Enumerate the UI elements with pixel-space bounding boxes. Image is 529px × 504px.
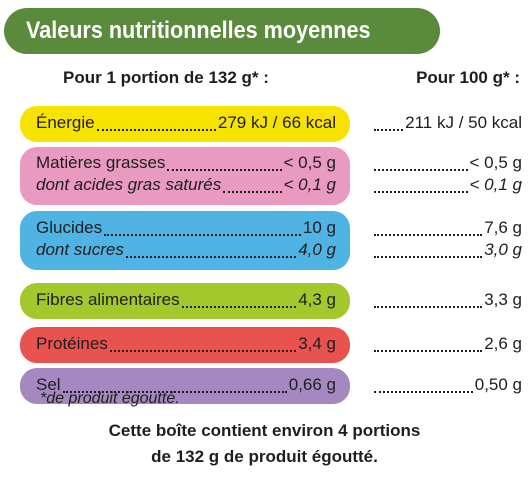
salt-row: Sel 0,66 g — [36, 375, 336, 397]
protein-portion-value: 3,4 g — [298, 334, 336, 353]
carbs-portion-value: 10 g — [302, 218, 336, 237]
dot-leader — [374, 115, 404, 131]
sat-fat-per100-row: < 0,1 g — [372, 175, 522, 197]
dot-leader — [374, 336, 483, 352]
dot-leader — [223, 177, 282, 193]
dot-leader — [374, 377, 473, 393]
dot-leader — [374, 155, 468, 171]
salt-per100-cell: 0,50 g — [372, 375, 522, 397]
footer-line-2: de 132 g de produit égoutté. — [151, 447, 378, 466]
fibre-per100-cell: 3,3 g — [372, 290, 522, 312]
energy-label: Énergie — [36, 113, 95, 132]
fat-pill: Matières grasses < 0,5 g dont acides gra… — [20, 147, 350, 205]
fat-per100-row: < 0,5 g — [372, 153, 522, 175]
carbs-pill: Glucides 10 g dont sucres 4,0 g — [20, 211, 350, 270]
dot-leader — [167, 155, 282, 171]
footer-note: Cette boîte contient environ 4 portions … — [0, 418, 529, 470]
fibre-label: Fibres alimentaires — [36, 290, 180, 309]
sugars-portion-value: 4,0 g — [298, 240, 336, 259]
carbs-per100-cell: 7,6 g 3,0 g — [372, 218, 522, 262]
dot-leader — [374, 292, 483, 308]
dot-leader — [62, 377, 287, 393]
protein-per100-row: 2,6 g — [372, 334, 522, 356]
fibre-pill: Fibres alimentaires 4,3 g — [20, 283, 350, 319]
footnote: *de produit égoutté. — [40, 390, 180, 407]
column-header-100g: Pour 100 g* : — [416, 68, 520, 87]
carbs-row: Glucides 10 g — [36, 218, 336, 240]
dot-leader — [374, 177, 468, 193]
fibre-row: Fibres alimentaires 4,3 g — [36, 290, 336, 312]
column-header-portion: Pour 1 portion de 132 g* : — [63, 68, 269, 87]
dot-leader — [109, 336, 297, 352]
sugars-per100-row: 3,0 g — [372, 240, 522, 262]
dot-leader — [181, 292, 297, 308]
energy-portion-value: 279 kJ / 66 kcal — [217, 113, 336, 132]
protein-row: Protéines 3,4 g — [36, 334, 336, 356]
sugars-per100-value: 3,0 g — [484, 240, 522, 259]
energy-per100-row: 211 kJ / 50 kcal — [372, 113, 522, 135]
energy-row: Énergie 279 kJ / 66 kcal — [36, 113, 336, 135]
protein-pill: Protéines 3,4 g — [20, 327, 350, 363]
sugars-row: dont sucres 4,0 g — [36, 240, 336, 262]
dot-leader — [374, 242, 483, 258]
protein-label: Protéines — [36, 334, 108, 353]
fat-portion-value: < 0,5 g — [283, 153, 336, 172]
title-banner: Valeurs nutritionnelles moyennes — [4, 8, 440, 54]
salt-label: Sel — [36, 375, 61, 394]
fibre-portion-value: 4,3 g — [298, 290, 336, 309]
dot-leader — [374, 220, 483, 236]
salt-pill: Sel 0,66 g — [20, 368, 350, 404]
footer-line-1: Cette boîte contient environ 4 portions — [108, 421, 421, 440]
fat-per100-cell: < 0,5 g < 0,1 g — [372, 153, 522, 197]
dot-leader — [125, 242, 297, 258]
title: Valeurs nutritionnelles moyennes — [26, 17, 371, 44]
fat-per100-value: < 0,5 g — [469, 153, 522, 172]
carbs-label: Glucides — [36, 218, 103, 237]
dot-leader — [104, 220, 301, 236]
sat-fat-row: dont acides gras saturés < 0,1 g — [36, 175, 336, 197]
sat-fat-label: dont acides gras saturés — [36, 175, 222, 194]
protein-per100-value: 2,6 g — [484, 334, 522, 353]
energy-per100-cell: 211 kJ / 50 kcal — [372, 113, 522, 135]
fibre-per100-value: 3,3 g — [484, 290, 522, 309]
carbs-per100-value: 7,6 g — [484, 218, 522, 237]
sugars-label: dont sucres — [36, 240, 124, 259]
energy-pill: Énergie 279 kJ / 66 kcal — [20, 106, 350, 142]
fibre-per100-row: 3,3 g — [372, 290, 522, 312]
fat-label: Matières grasses — [36, 153, 166, 172]
salt-portion-value: 0,66 g — [288, 375, 336, 394]
sat-fat-portion-value: < 0,1 g — [283, 175, 336, 194]
salt-per100-value: 0,50 g — [474, 375, 522, 394]
carbs-per100-row: 7,6 g — [372, 218, 522, 240]
protein-per100-cell: 2,6 g — [372, 334, 522, 356]
dot-leader — [96, 115, 216, 131]
energy-per100-value: 211 kJ / 50 kcal — [405, 113, 522, 132]
salt-per100-row: 0,50 g — [372, 375, 522, 397]
fat-row: Matières grasses < 0,5 g — [36, 153, 336, 175]
sat-fat-per100-value: < 0,1 g — [469, 175, 522, 194]
